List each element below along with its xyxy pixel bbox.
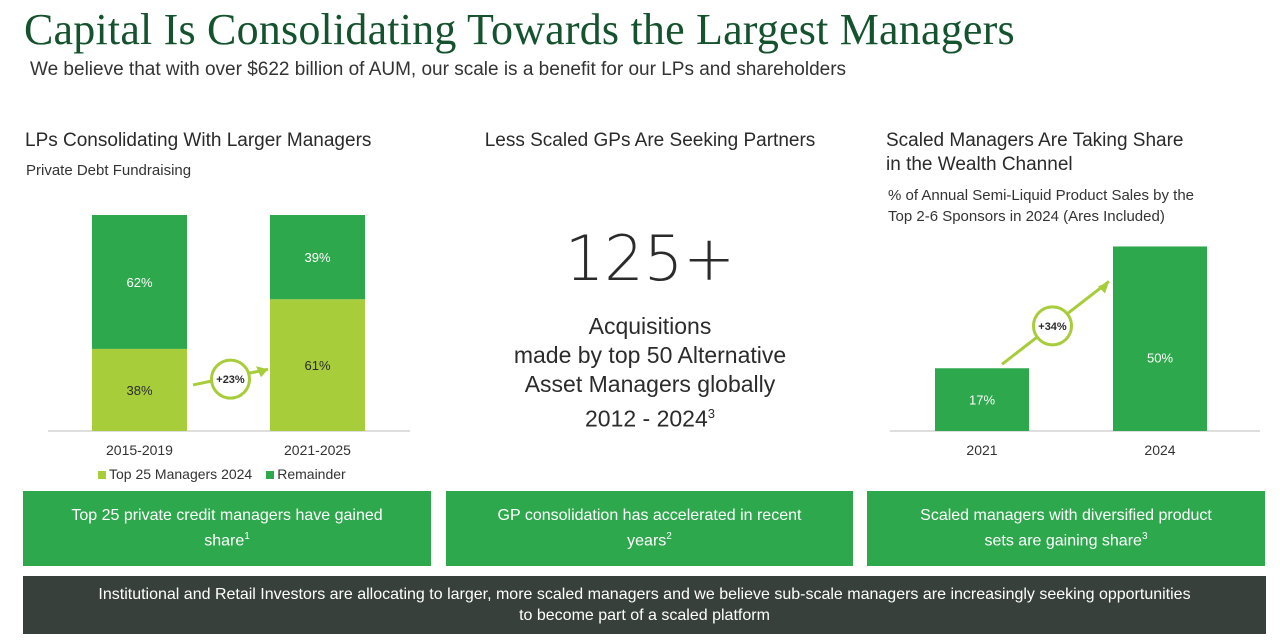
- right-section-subtitle: % of Annual Semi-Liquid Product Sales by…: [888, 185, 1194, 227]
- insight-card-3: Scaled managers with diversified product…: [867, 491, 1265, 566]
- bar-remainder-2021-2025: [270, 215, 365, 300]
- middle-section-title: Less Scaled GPs Are Seeking Partners: [484, 130, 816, 151]
- page-title: Capital Is Consolidating Towards the Lar…: [24, 5, 1015, 54]
- acquisitions-line-2: made by top 50 Alternative: [513, 342, 787, 368]
- bar-top25-2015-2019: [92, 348, 187, 431]
- acquisitions-line-1: Acquisitions: [588, 313, 712, 339]
- left-stacked-bar-chart: 38% 62% 2015-2019 61% 39% 2021-2025 +23%: [48, 215, 410, 458]
- bar-2024: [1113, 246, 1207, 431]
- insight-card-2: GP consolidation has accelerated in rece…: [446, 491, 853, 566]
- growth-arrow-head: [256, 366, 268, 378]
- bar-top25-2021-2025: [270, 299, 365, 431]
- insight-card-1-note: 1: [244, 531, 250, 543]
- bar-remainder-2015-2019: [92, 215, 187, 349]
- right-title-line-2: in the Wealth Channel: [886, 154, 1073, 175]
- legend-label-top25: Top 25 Managers 2024: [109, 466, 253, 482]
- insight-card-2-text: GP consolidation has accelerated in rece…: [497, 507, 802, 550]
- right-bar-chart: 17% 2021 50% 2024 +34%: [890, 246, 1260, 458]
- growth-arrow-head: [1098, 281, 1109, 294]
- footnote-marker: 3: [707, 406, 715, 421]
- x-tick-label: 2015-2019: [106, 442, 173, 458]
- right-section-title: Scaled Managers Are Taking Share in the …: [886, 129, 1184, 177]
- right-subtitle-line-2: Top 2-6 Sponsors in 2024 (Ares Included): [888, 208, 1165, 225]
- data-label-2021: 17%: [969, 393, 995, 408]
- insight-card-3-text: Scaled managers with diversified product…: [920, 507, 1212, 550]
- legend-swatch-top25: [98, 471, 106, 480]
- legend-label-remainder: Remainder: [277, 466, 346, 482]
- data-label-top25-2021-2025: 61%: [304, 358, 330, 373]
- left-section-subtitle: Private Debt Fundraising: [26, 162, 192, 179]
- growth-badge-circle: [210, 358, 251, 400]
- acquisitions-line-3: Asset Managers globally: [524, 371, 776, 397]
- acquisitions-count: 125+: [564, 222, 736, 295]
- insight-card-1: Top 25 private credit managers have gain…: [23, 491, 431, 566]
- insight-card-1-text: Top 25 private credit managers have gain…: [71, 507, 383, 550]
- right-subtitle-line-1: % of Annual Semi-Liquid Product Sales by…: [888, 187, 1195, 204]
- data-label-top25-2015-2019: 38%: [126, 383, 152, 398]
- x-tick-label: 2021: [966, 442, 997, 458]
- growth-badge-label: +34%: [1038, 321, 1067, 333]
- page-subtitle: We believe that with over $622 billion o…: [30, 59, 847, 80]
- insight-card-2-note: 2: [666, 531, 672, 543]
- x-tick-label: 2021-2025: [284, 442, 351, 458]
- growth-badge-circle: [1032, 305, 1073, 347]
- data-label-2024: 50%: [1147, 350, 1173, 365]
- data-label-remainder-2015-2019: 62%: [126, 275, 152, 290]
- insight-card-3-note: 3: [1141, 531, 1148, 543]
- left-chart-legend: Top 25 Managers 2024 Remainder: [98, 466, 346, 482]
- bar-2021: [935, 368, 1029, 431]
- acquisitions-description: Acquisitions made by top 50 Alternative …: [440, 312, 860, 434]
- legend-item-top25: Top 25 Managers 2024: [98, 466, 252, 482]
- right-title-line-1: Scaled Managers Are Taking Share: [886, 130, 1184, 151]
- growth-badge-label: +23%: [216, 374, 245, 386]
- left-section-title: LPs Consolidating With Larger Managers: [25, 130, 372, 151]
- x-tick-label: 2024: [1144, 442, 1175, 458]
- acquisitions-years-text: 2012 - 2024: [584, 405, 708, 432]
- data-label-remainder-2021-2025: 39%: [304, 250, 330, 265]
- legend-swatch-remainder: [266, 471, 275, 480]
- acquisitions-years: 2012 - 20243: [440, 399, 860, 434]
- footer-banner: Institutional and Retail Investors are a…: [23, 576, 1266, 634]
- legend-item-remainder: Remainder: [266, 466, 346, 482]
